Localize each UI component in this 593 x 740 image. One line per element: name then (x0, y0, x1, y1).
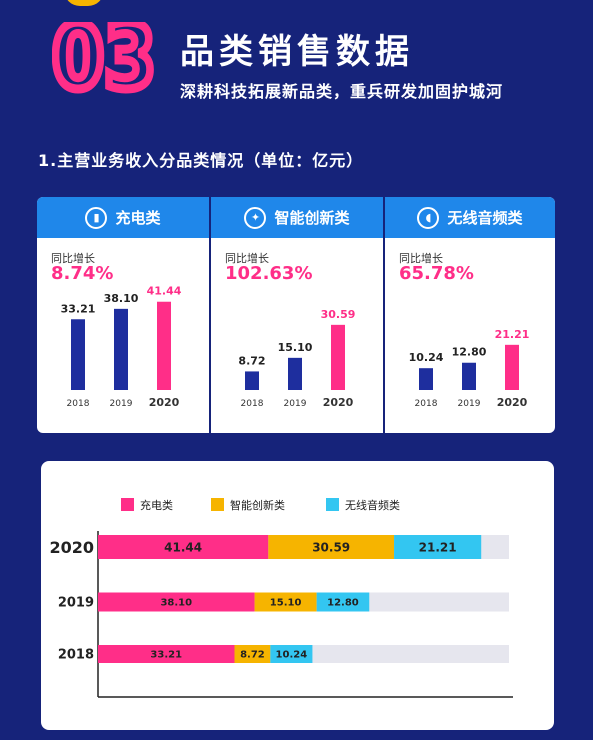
bar-chart: 33.21 2018 38.10 2019 41.44 2020 (61, 285, 182, 409)
bar-segment (394, 535, 482, 559)
card-smart-innovation: ✦ 智能创新类 同比增长 102.63% 8.72 2018 15.10 2019 30… (211, 197, 383, 433)
data-label: 21.21 (419, 540, 457, 554)
legend-swatch (121, 498, 134, 511)
card-wireless-audio: ◖ 无线音频类 同比增长 65.78% 10.24 2018 12.80 2019 21… (385, 197, 555, 433)
growth-value: 102.63% (225, 263, 313, 284)
data-label: 33.21 (61, 302, 96, 315)
bar (245, 371, 259, 390)
data-label: 10.24 (276, 650, 308, 661)
card-title: 充电类 (115, 209, 161, 227)
growth-label: 同比增长 (225, 252, 269, 265)
data-label: 30.59 (321, 308, 356, 321)
bar-segment (234, 645, 271, 663)
earphone-icon: ◖ (417, 206, 440, 229)
tick-label: 2018 (415, 399, 438, 409)
data-label: 10.24 (409, 351, 444, 364)
growth-value: 8.74% (51, 263, 114, 284)
battery-icon: ▮ (85, 206, 108, 229)
data-label: 38.10 (104, 292, 139, 305)
corner-decoration (64, 0, 104, 6)
bar-segment (254, 592, 317, 612)
bar (288, 357, 302, 390)
card-header: ◖ 无线音频类 (385, 197, 555, 238)
bar-chart: 8.72 2018 15.10 2019 30.59 2020 (238, 308, 356, 409)
data-label: 30.59 (312, 540, 350, 554)
data-label: 21.21 (495, 328, 530, 341)
section-number: 03 (52, 22, 157, 94)
card-title: 无线音频类 (447, 209, 523, 227)
data-label: 33.21 (150, 650, 182, 661)
tick-label: 2019 (458, 399, 481, 409)
bar (505, 344, 519, 390)
bar-segment (98, 645, 235, 663)
bar-segment (98, 592, 255, 612)
page-subtitle: 深耕科技拓展新品类，重兵研发加固护城河 (180, 82, 504, 101)
data-label: 15.10 (270, 598, 302, 609)
bar-segment (268, 535, 395, 559)
tick-label: 2018 (241, 399, 264, 409)
legend-swatch (211, 498, 224, 511)
card-header: ✦ 智能创新类 (211, 197, 383, 238)
data-label: 8.72 (240, 650, 265, 661)
data-label: 38.10 (160, 598, 192, 609)
category-cards: ▮ 充电类 同比增长 8.74% 33.21 2018 38.10 2019 41.44… (37, 197, 555, 433)
tick-label: 2020 (323, 396, 354, 409)
stacked-chart-panel: 充电类 智能创新类 无线音频类 2020 41.44 30.59 21.21 2019 38.1… (41, 461, 554, 730)
bar-chart: 10.24 2018 12.80 2019 21.21 2020 (409, 328, 530, 409)
svg-text:03: 03 (52, 22, 156, 94)
bar-segment (98, 535, 269, 559)
data-label: 41.44 (147, 285, 182, 298)
growth-value: 65.78% (399, 263, 474, 284)
y-tick-label: 2018 (58, 648, 94, 663)
tick-label: 2020 (149, 396, 180, 409)
legend-swatch (326, 498, 339, 511)
bar (419, 368, 433, 390)
bar-segment (270, 645, 313, 663)
bar (157, 301, 171, 390)
section-title: 1.主营业务收入分品类情况（单位：亿元） (38, 151, 364, 170)
legend-label: 智能创新类 (230, 498, 285, 512)
tick-label: 2019 (110, 399, 133, 409)
data-label: 41.44 (164, 540, 202, 554)
stacked-bar-chart: 充电类 智能创新类 无线音频类 2020 41.44 30.59 21.21 2019 38.1… (49, 498, 513, 698)
card-divider (383, 197, 385, 433)
data-label: 15.10 (278, 341, 313, 354)
data-label: 12.80 (452, 346, 487, 359)
lightbulb-icon: ✦ (244, 206, 267, 229)
tick-label: 2020 (497, 396, 528, 409)
card-title: 智能创新类 (274, 209, 350, 227)
growth-label: 同比增长 (399, 252, 443, 265)
tick-label: 2019 (284, 399, 307, 409)
data-label: 8.72 (238, 354, 265, 367)
data-label: 12.80 (327, 598, 359, 609)
card-header: ▮ 充电类 (37, 197, 209, 238)
bar (331, 324, 345, 390)
card-divider (209, 197, 211, 433)
bar (114, 308, 128, 390)
y-tick-label: 2020 (49, 538, 94, 557)
bar (71, 319, 85, 390)
tick-label: 2018 (67, 399, 90, 409)
page-title: 品类销售数据 (180, 32, 414, 72)
growth-label: 同比增长 (51, 252, 95, 265)
card-charging: ▮ 充电类 同比增长 8.74% 33.21 2018 38.10 2019 41.44… (37, 197, 209, 433)
bar (462, 362, 476, 390)
y-tick-label: 2019 (58, 596, 94, 611)
legend-label: 无线音频类 (345, 498, 400, 512)
legend-label: 充电类 (140, 498, 173, 512)
bar-segment (316, 592, 370, 612)
